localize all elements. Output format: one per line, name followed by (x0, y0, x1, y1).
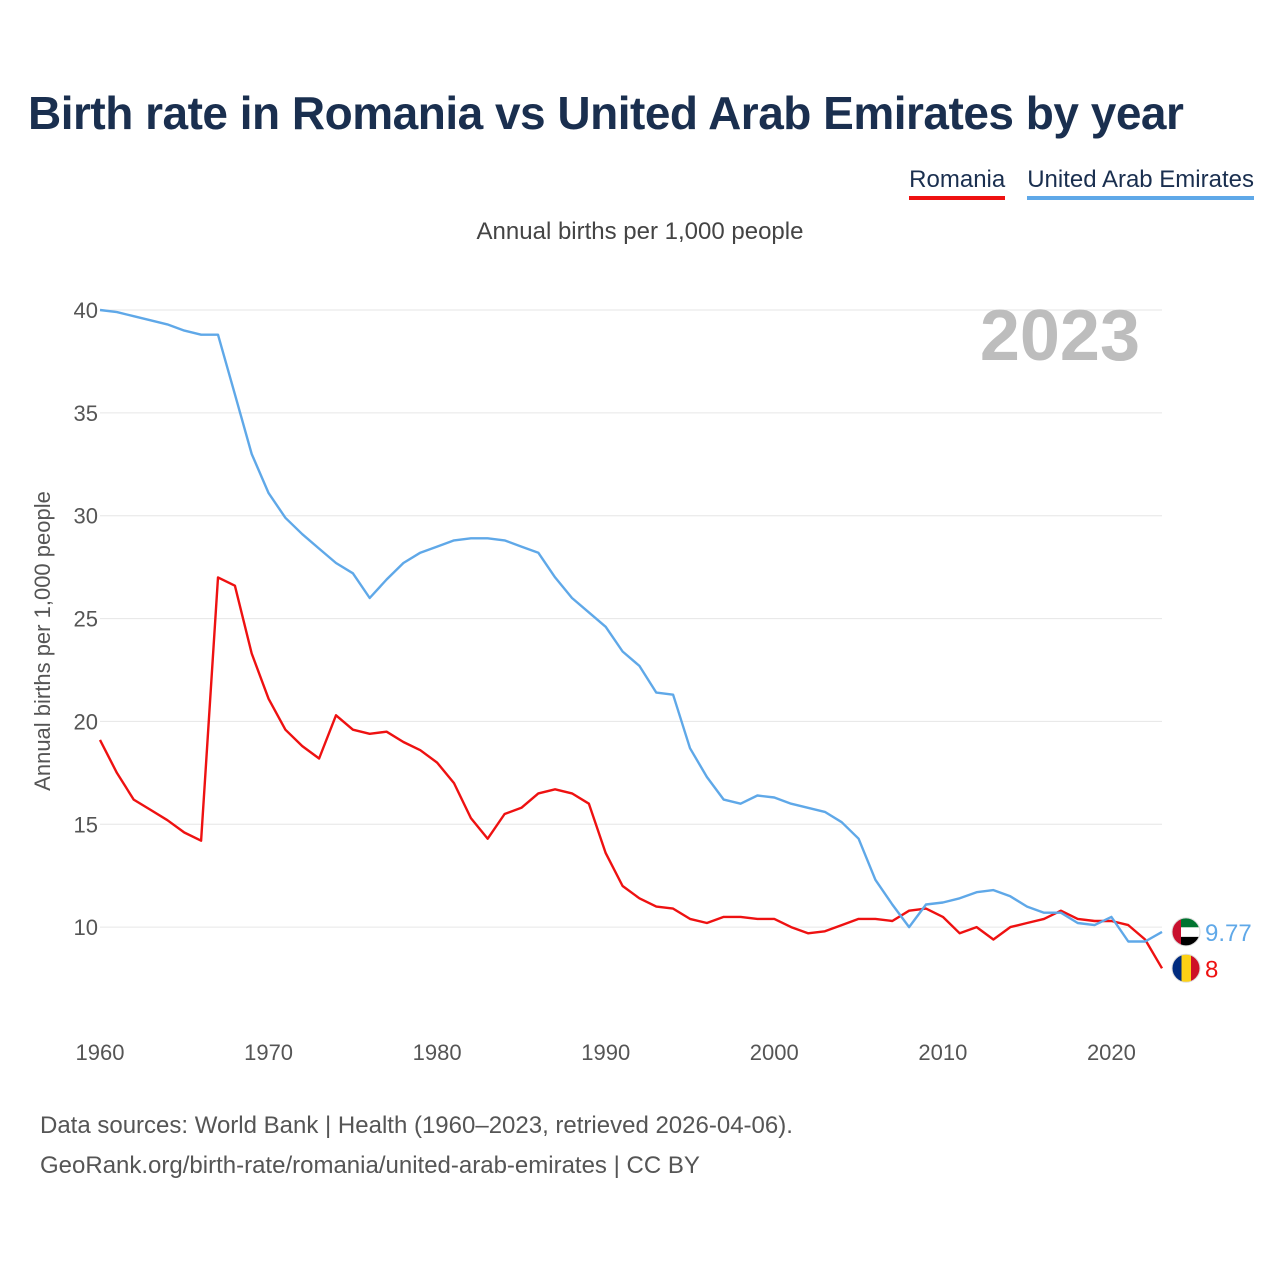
gridlines (100, 309, 1162, 928)
x-tick-label: 1980 (413, 1040, 462, 1065)
data-sources: Data sources: World Bank | Health (1960–… (40, 1106, 793, 1186)
flag-icon-romania (1171, 953, 1201, 983)
y-tick-label: 30 (74, 504, 98, 529)
year-watermark: 2023 (980, 296, 1140, 376)
legend-item-united-arab-emirates[interactable]: United Arab Emirates (1027, 166, 1254, 200)
flag-icon-united-arab-emirates (1171, 917, 1201, 947)
y-axis-label: Annual births per 1,000 people (30, 491, 55, 791)
chart-title: Birth rate in Romania vs United Arab Emi… (28, 87, 1184, 139)
x-tick-label: 1970 (244, 1040, 293, 1065)
sources-line-2: GeoRank.org/birth-rate/romania/united-ar… (40, 1152, 700, 1179)
x-tick-label: 1990 (581, 1040, 630, 1065)
end-value-label-romania: 8 (1205, 956, 1218, 983)
series-line-united-arab-emirates[interactable] (99, 308, 1163, 943)
y-tick-label: 15 (74, 812, 98, 837)
y-tick-label: 25 (74, 607, 98, 632)
y-tick-label: 40 (74, 298, 98, 323)
legend-item-romania[interactable]: Romania (909, 166, 1006, 200)
y-tick-label: 10 (74, 915, 98, 940)
y-axis-ticks: 10 15 20 25 30 35 40 (74, 298, 98, 940)
x-tick-label: 2020 (1087, 1040, 1136, 1065)
chart-subtitle: Annual births per 1,000 people (476, 218, 804, 245)
y-tick-label: 35 (74, 401, 98, 426)
x-tick-label: 1960 (76, 1040, 125, 1065)
series-end-markers: 89.77 (1171, 917, 1252, 983)
sources-line-1: Data sources: World Bank | Health (1960–… (40, 1112, 793, 1139)
x-tick-label: 2000 (750, 1040, 799, 1065)
y-tick-label: 20 (74, 709, 98, 734)
x-axis-ticks: 1960 1970 1980 1990 2000 2010 2020 (76, 1040, 1136, 1065)
series-line-romania[interactable] (98, 576, 1164, 969)
series-lines (98, 308, 1164, 969)
legend: Romania United Arab Emirates (909, 166, 1254, 200)
x-tick-label: 2010 (918, 1040, 967, 1065)
end-value-label-united-arab-emirates: 9.77 (1205, 920, 1252, 947)
